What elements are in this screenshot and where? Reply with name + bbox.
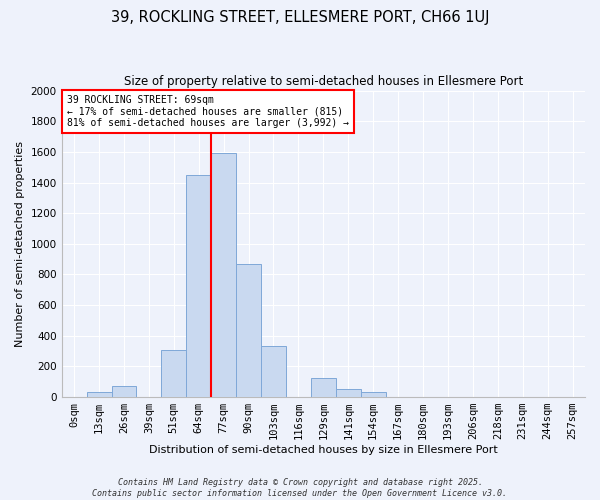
Text: 39 ROCKLING STREET: 69sqm
← 17% of semi-detached houses are smaller (815)
81% of: 39 ROCKLING STREET: 69sqm ← 17% of semi-…	[67, 95, 349, 128]
Bar	[186, 175, 211, 397]
Bar	[161, 350, 186, 397]
Text: Contains HM Land Registry data © Crown copyright and database right 2025.
Contai: Contains HM Land Registry data © Crown c…	[92, 478, 508, 498]
Bar	[336, 388, 361, 397]
Bar	[311, 378, 336, 397]
Bar	[112, 386, 136, 397]
X-axis label: Distribution of semi-detached houses by size in Ellesmere Port: Distribution of semi-detached houses by …	[149, 445, 498, 455]
Bar	[261, 346, 286, 397]
Bar	[211, 154, 236, 397]
Text: 39, ROCKLING STREET, ELLESMERE PORT, CH66 1UJ: 39, ROCKLING STREET, ELLESMERE PORT, CH6…	[111, 10, 489, 25]
Y-axis label: Number of semi-detached properties: Number of semi-detached properties	[15, 141, 25, 347]
Bar	[86, 392, 112, 397]
Title: Size of property relative to semi-detached houses in Ellesmere Port: Size of property relative to semi-detach…	[124, 75, 523, 88]
Bar	[361, 392, 386, 397]
Bar	[236, 264, 261, 397]
